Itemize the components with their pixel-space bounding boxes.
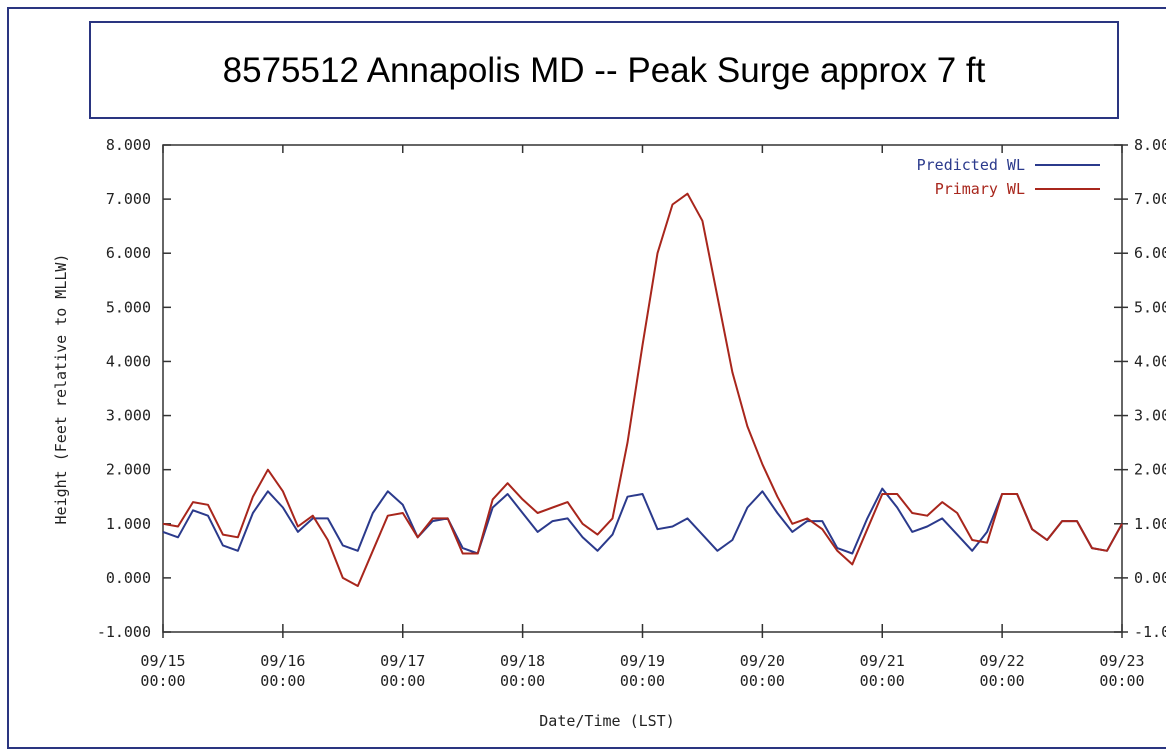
x-axis-title: Date/Time (LST)	[539, 712, 674, 730]
x-tick-label: 09/23 00:00	[1099, 652, 1144, 690]
outer-frame	[7, 7, 1166, 749]
y2-tick-label: 0.000	[1134, 569, 1166, 587]
x-tick-label: 09/18 00:00	[500, 652, 545, 690]
y-axis-title: Height (Feet relative to MLLW)	[52, 254, 70, 525]
x-tick-label: 09/21 00:00	[860, 652, 905, 690]
y-tick-label: 4.000	[106, 352, 151, 370]
x-tick-label: 09/22 00:00	[980, 652, 1025, 690]
x-tick-label: 09/19 00:00	[620, 652, 665, 690]
x-tick-label: 09/17 00:00	[380, 652, 425, 690]
y-tick-label: 5.000	[106, 298, 151, 316]
y-tick-label: 1.000	[106, 515, 151, 533]
y-tick-label: 3.000	[106, 407, 151, 425]
x-tick-label: 09/20 00:00	[740, 652, 785, 690]
y-tick-label: 6.000	[106, 244, 151, 262]
y2-tick-label: 2.000	[1134, 461, 1166, 479]
series-line	[162, 487, 1123, 555]
y2-tick-label: 8.000	[1134, 136, 1166, 154]
y-tick-label: 8.000	[106, 136, 151, 154]
y-tick-label: -1.000	[97, 623, 151, 641]
title-box	[89, 21, 1119, 119]
y2-tick-label: 7.000	[1134, 190, 1166, 208]
x-tick-label: 09/16 00:00	[260, 652, 305, 690]
y2-tick-label: 6.000	[1134, 244, 1166, 262]
x-tick-label: 09/15 00:00	[140, 652, 185, 690]
y2-tick-label: 5.000	[1134, 298, 1166, 316]
y-tick-label: 2.000	[106, 461, 151, 479]
y2-tick-label: 1.000	[1134, 515, 1166, 533]
y2-tick-label: 3.000	[1134, 407, 1166, 425]
series-line	[162, 192, 1123, 587]
y2-tick-label: 4.000	[1134, 352, 1166, 370]
legend-label: Primary WL	[935, 180, 1025, 198]
chart-title: 8575512 Annapolis MD -- Peak Surge appro…	[223, 51, 986, 90]
y-tick-label: 7.000	[106, 190, 151, 208]
y-tick-label: 0.000	[106, 569, 151, 587]
y2-tick-label: -1.000	[1134, 623, 1166, 641]
legend-label: Predicted WL	[917, 156, 1025, 174]
